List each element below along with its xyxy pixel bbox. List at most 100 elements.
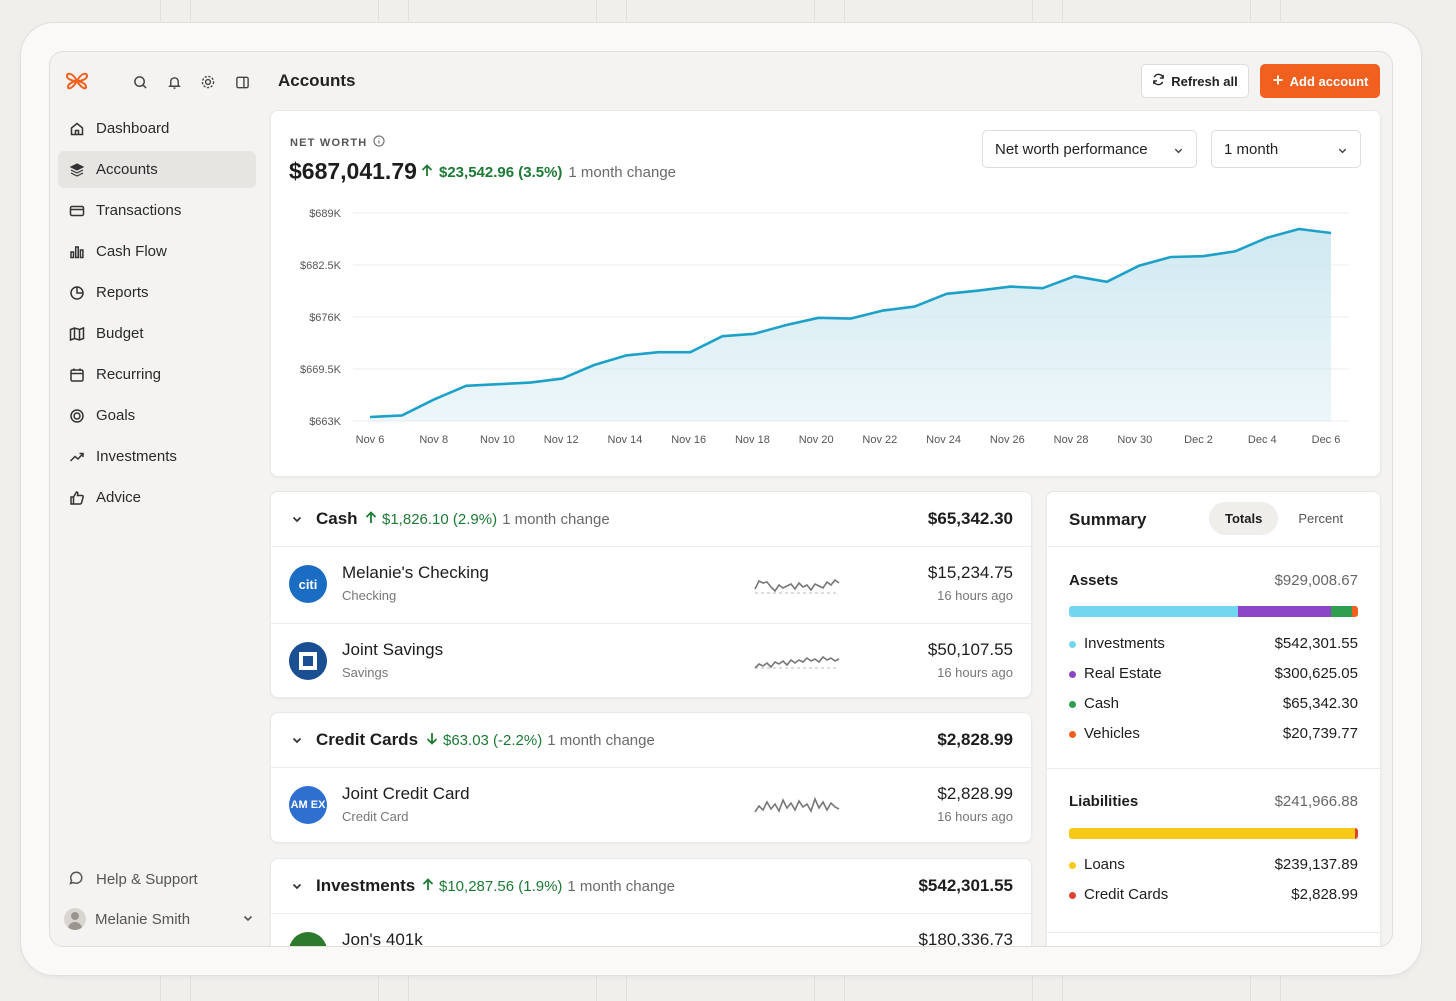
account-name: Joint Credit Card bbox=[342, 784, 470, 803]
liabilities-bar bbox=[1069, 828, 1358, 839]
sidebar-item-label: Advice bbox=[96, 489, 142, 506]
sidebar-nav: Dashboard Accounts Transactions Cash Flo… bbox=[58, 110, 256, 520]
help-support-label: Help & Support bbox=[96, 870, 198, 888]
account-row[interactable]: AM EX Joint Credit Card Credit Card $2,8… bbox=[271, 768, 1031, 844]
gear-icon[interactable] bbox=[198, 72, 218, 92]
sidebar-item-label: Dashboard bbox=[96, 120, 170, 137]
summary-item-credit-cards: Credit Cards $2,828.99 bbox=[1069, 886, 1358, 906]
group-change: $1,826.10 (2.9%) 1 month change bbox=[365, 511, 610, 528]
refresh-icon bbox=[1152, 73, 1165, 89]
panel-toggle-icon[interactable] bbox=[232, 72, 252, 92]
account-balance: $15,234.75 bbox=[927, 563, 1013, 582]
sidebar-item-dashboard[interactable]: Dashboard bbox=[58, 110, 256, 147]
group-change-amount: $10,287.56 (1.9%) bbox=[439, 878, 563, 895]
account-name: Jon's 401k bbox=[342, 930, 423, 947]
divider bbox=[1047, 768, 1380, 769]
plus-icon bbox=[1272, 74, 1284, 89]
sidebar-item-transactions[interactable]: Transactions bbox=[58, 192, 256, 229]
search-icon[interactable] bbox=[130, 72, 150, 92]
summary-item-label: Vehicles bbox=[1084, 725, 1140, 742]
summary-item-label: Investments bbox=[1084, 635, 1165, 652]
group-header[interactable]: Credit Cards $63.03 (-2.2%) 1 month chan… bbox=[271, 713, 1031, 768]
sidebar-toolbar bbox=[130, 72, 252, 92]
account-row[interactable]: citi Melanie's Checking Checking $15,234… bbox=[271, 547, 1031, 623]
period-select[interactable]: 1 month bbox=[1211, 130, 1361, 168]
thumbs-up-icon bbox=[68, 489, 86, 507]
group-title: Investments bbox=[316, 876, 416, 895]
sidebar-item-cash-flow[interactable]: Cash Flow bbox=[58, 233, 256, 270]
sidebar-item-budget[interactable]: Budget bbox=[58, 315, 256, 352]
period-value: 1 month bbox=[1224, 140, 1279, 158]
account-group-cash: Cash $1,826.10 (2.9%) 1 month change $65… bbox=[270, 491, 1032, 698]
x-tick-label: Nov 30 bbox=[1117, 434, 1152, 446]
sidebar-item-investments[interactable]: Investments bbox=[58, 438, 256, 475]
tab-percent[interactable]: Percent bbox=[1282, 502, 1359, 535]
account-type: Checking bbox=[342, 588, 397, 603]
x-tick-label: Nov 8 bbox=[419, 434, 448, 446]
account-row[interactable]: Joint Savings Savings $50,107.55 16 hour… bbox=[271, 623, 1031, 699]
add-account-label: Add account bbox=[1289, 73, 1369, 89]
summary-item-value: $542,301.55 bbox=[1274, 635, 1358, 652]
account-balance: $180,336.73 bbox=[918, 930, 1013, 947]
sparkline bbox=[754, 655, 840, 669]
liabilities-label: Liabilities bbox=[1069, 793, 1139, 810]
help-support-link[interactable]: Help & Support bbox=[68, 870, 198, 888]
net-worth-change-amount: $23,542.96 (3.5%) bbox=[439, 164, 563, 181]
summary-card: Summary Totals Percent Assets $929,008.6… bbox=[1046, 491, 1381, 946]
legend-dot bbox=[1069, 731, 1076, 738]
legend-dot bbox=[1069, 671, 1076, 678]
layers-icon bbox=[68, 161, 86, 179]
account-updated: 16 hours ago bbox=[937, 665, 1013, 680]
calendar-icon bbox=[68, 366, 86, 384]
summary-item-value: $65,342.30 bbox=[1282, 695, 1358, 712]
chevron-down-icon[interactable] bbox=[291, 512, 303, 530]
page-title: Accounts bbox=[278, 71, 356, 90]
info-icon[interactable] bbox=[373, 135, 386, 150]
account-group-investments: Investments $10,287.56 (1.9%) 1 month ch… bbox=[270, 858, 1032, 947]
bar-segment-cash bbox=[1331, 606, 1352, 617]
liabilities-total: $241,966.88 bbox=[1274, 793, 1358, 810]
refresh-all-button[interactable]: Refresh all bbox=[1141, 64, 1249, 98]
user-name: Melanie Smith bbox=[95, 910, 191, 928]
chart-type-value: Net worth performance bbox=[995, 140, 1148, 158]
legend-dot bbox=[1069, 892, 1076, 899]
summary-item-label: Real Estate bbox=[1084, 665, 1162, 682]
user-menu[interactable]: Melanie Smith bbox=[64, 908, 254, 930]
sidebar-item-label: Reports bbox=[96, 284, 149, 301]
x-tick-label: Nov 22 bbox=[862, 434, 897, 446]
credit-card-icon bbox=[68, 202, 86, 220]
chevron-down-icon[interactable] bbox=[291, 879, 303, 897]
avatar bbox=[64, 908, 86, 930]
bell-icon[interactable] bbox=[164, 72, 184, 92]
group-title: Credit Cards bbox=[316, 730, 419, 749]
account-row[interactable]: Jon's 401k $180,336.73 bbox=[271, 914, 1031, 947]
y-tick-label: $689K bbox=[309, 208, 341, 220]
group-header[interactable]: Cash $1,826.10 (2.9%) 1 month change $65… bbox=[271, 492, 1031, 547]
sidebar: Dashboard Accounts Transactions Cash Flo… bbox=[50, 52, 270, 946]
y-tick-label: $663K bbox=[309, 416, 341, 428]
refresh-all-label: Refresh all bbox=[1171, 73, 1238, 89]
tab-totals[interactable]: Totals bbox=[1209, 502, 1279, 535]
net-worth-change: $23,542.96 (3.5%) 1 month change bbox=[421, 164, 676, 181]
x-tick-label: Nov 6 bbox=[356, 434, 385, 446]
citi-logo-icon: citi bbox=[289, 565, 327, 603]
summary-toggle: Totals Percent bbox=[1209, 502, 1359, 535]
sidebar-item-reports[interactable]: Reports bbox=[58, 274, 256, 311]
sidebar-item-accounts[interactable]: Accounts bbox=[58, 151, 256, 188]
sidebar-item-advice[interactable]: Advice bbox=[58, 479, 256, 516]
group-header[interactable]: Investments $10,287.56 (1.9%) 1 month ch… bbox=[271, 859, 1031, 914]
summary-item-value: $20,739.77 bbox=[1282, 725, 1358, 742]
sidebar-item-label: Investments bbox=[96, 448, 177, 465]
chevron-down-icon[interactable] bbox=[291, 733, 303, 751]
app-logo-icon[interactable] bbox=[64, 68, 90, 94]
add-account-button[interactable]: Add account bbox=[1260, 64, 1380, 98]
chart-type-select[interactable]: Net worth performance bbox=[982, 130, 1197, 168]
vanguard-logo-icon bbox=[289, 932, 327, 946]
summary-item-label: Cash bbox=[1084, 695, 1120, 712]
bar-segment-investments bbox=[1069, 606, 1238, 617]
sidebar-item-goals[interactable]: Goals bbox=[58, 397, 256, 434]
x-tick-label: Nov 10 bbox=[480, 434, 515, 446]
sidebar-item-recurring[interactable]: Recurring bbox=[58, 356, 256, 393]
chat-bubble-icon bbox=[68, 870, 86, 888]
sidebar-item-label: Budget bbox=[96, 325, 144, 342]
